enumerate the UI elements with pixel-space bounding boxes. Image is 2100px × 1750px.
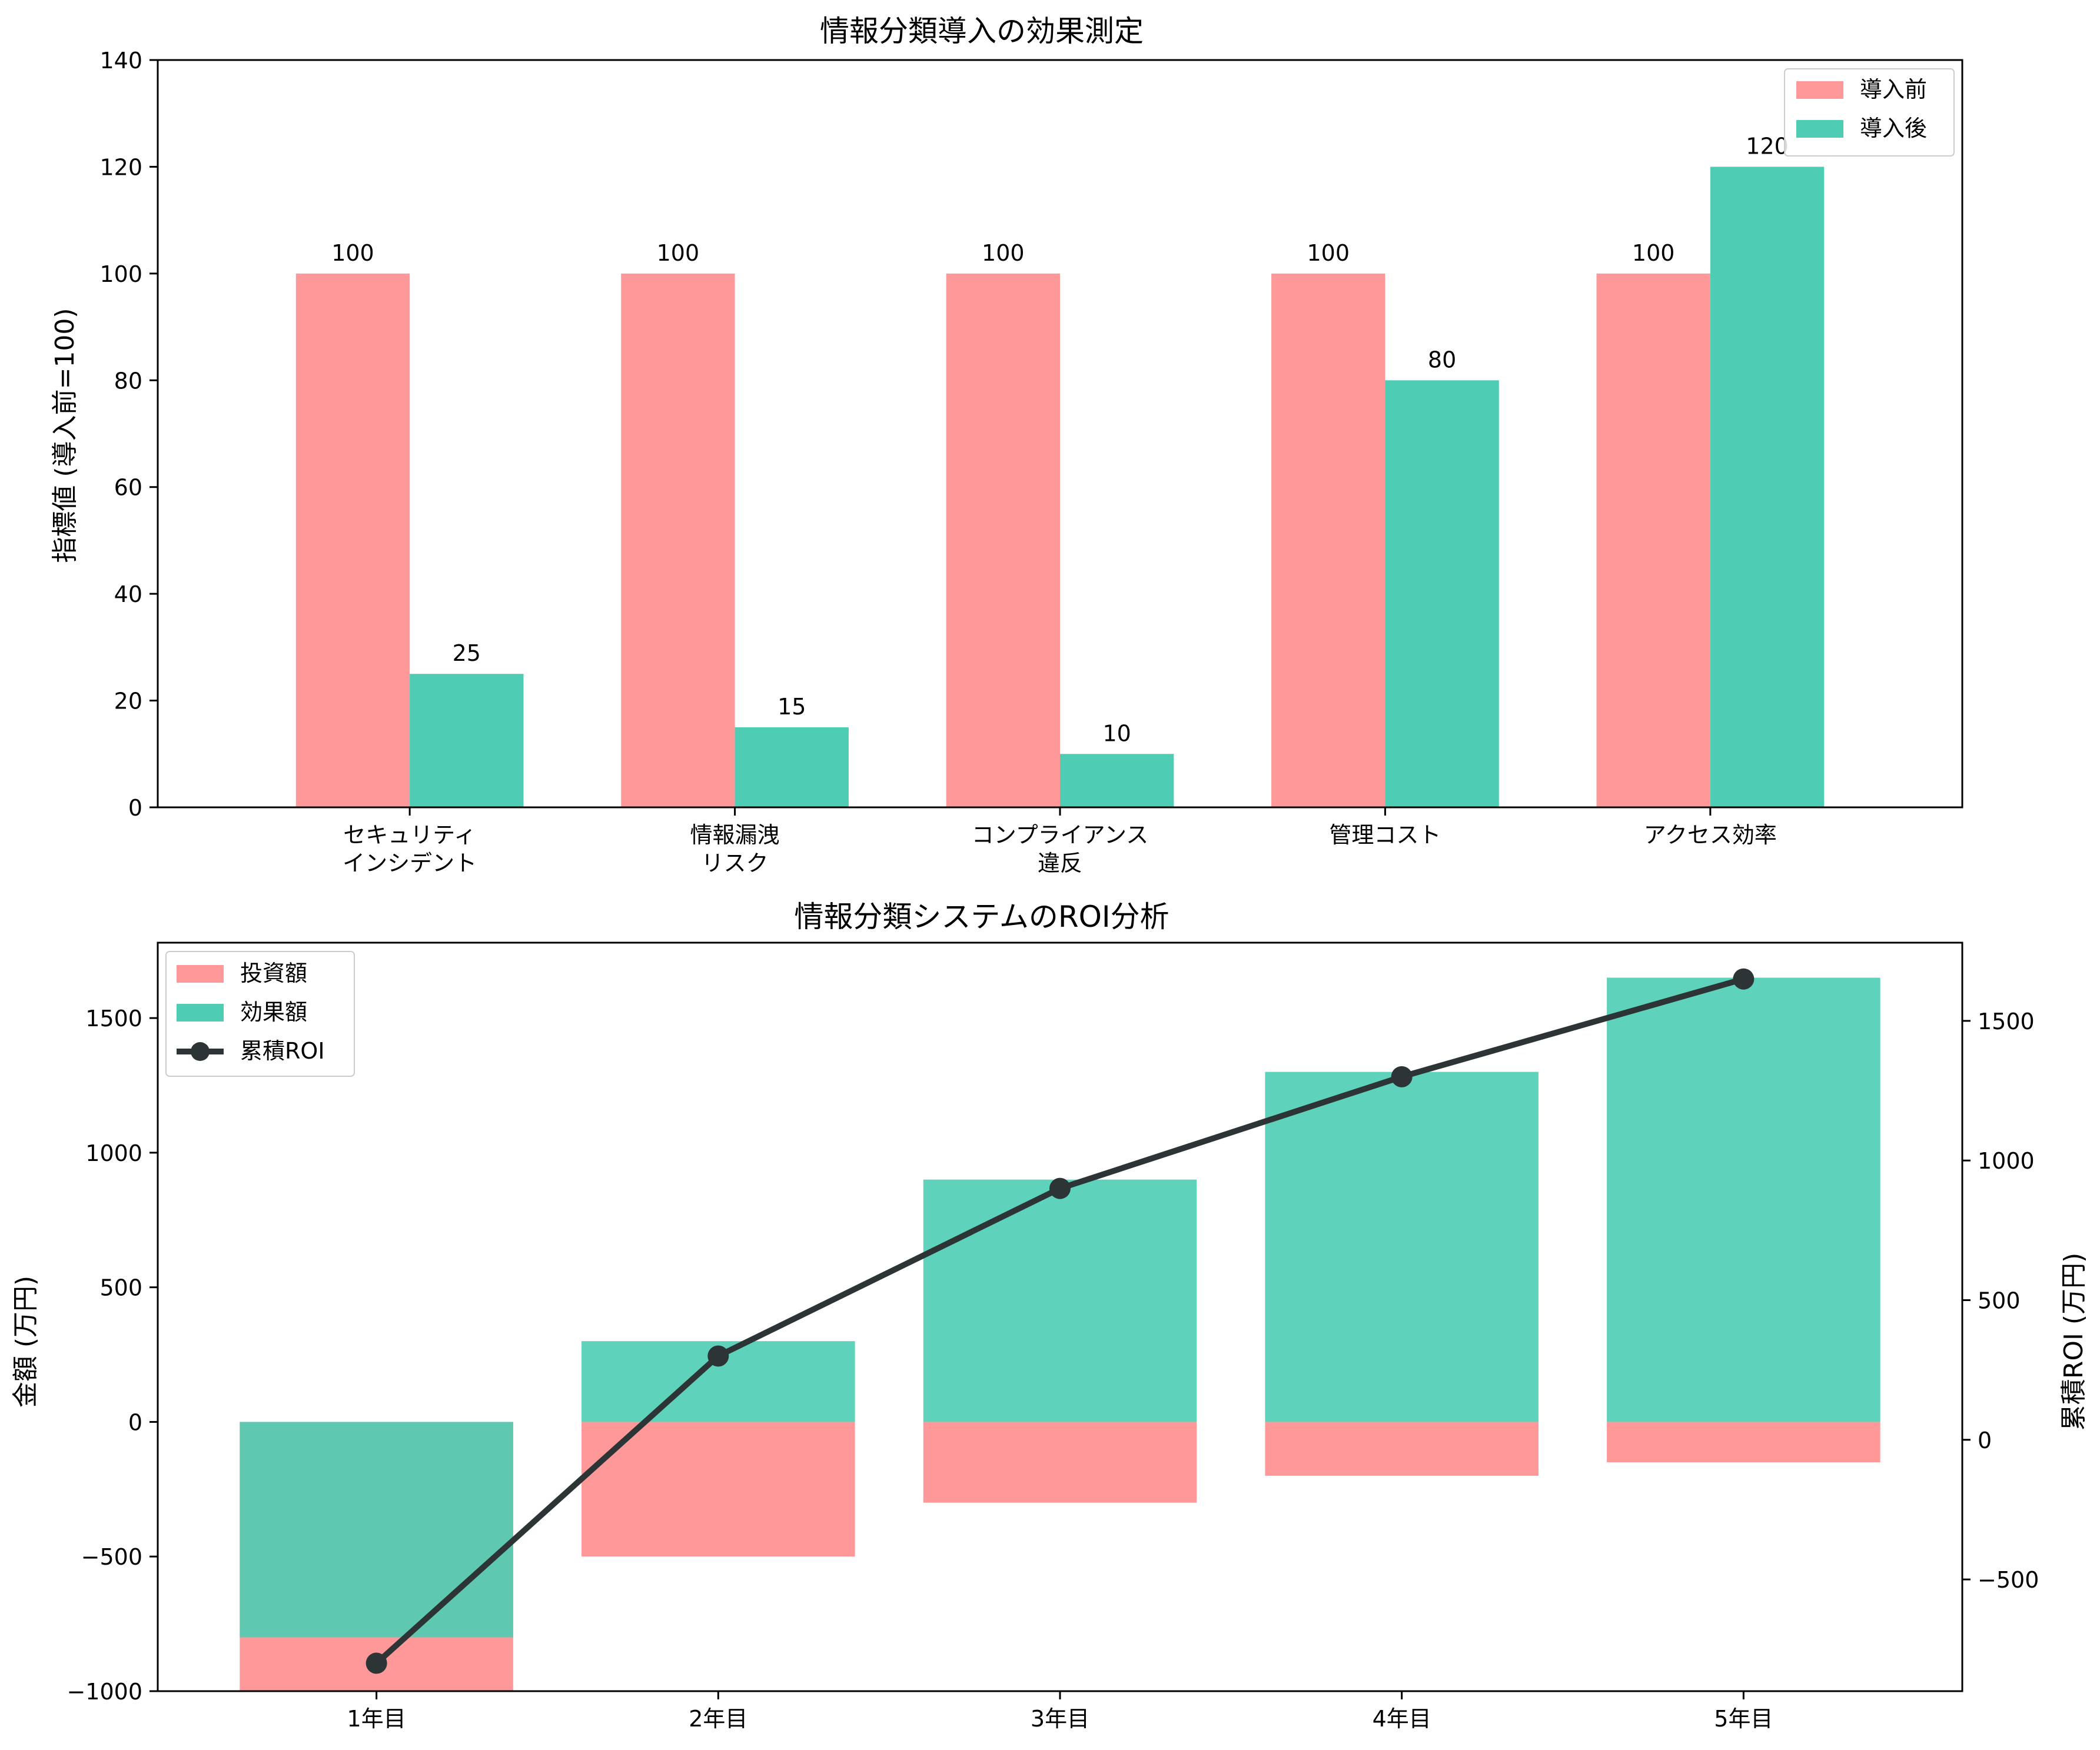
chart-roi-y2label: 累積ROI (万円): [2059, 1253, 2089, 1431]
legend-swatch: [1796, 120, 1843, 138]
legend-swatch: [1796, 81, 1843, 99]
y-tick-label: 80: [114, 368, 142, 394]
x-tick-label: 管理コスト: [1329, 822, 1441, 848]
y-tick-label: 40: [114, 581, 142, 607]
y-tick-label: 60: [114, 475, 142, 501]
data-label-after-4: 120: [1746, 133, 1789, 159]
y-tick-label: 1000: [85, 1140, 142, 1166]
y-tick-label: 1500: [85, 1006, 142, 1032]
x-tick-label: 4年目: [1373, 1706, 1431, 1732]
chart-effect-y-axis: 0 20 40 60 80 100 120 140: [99, 48, 158, 821]
chart-effect-frame: [157, 59, 1963, 809]
bar-investment-2: [923, 1422, 1197, 1503]
data-label-before-2: 100: [982, 240, 1025, 266]
data-label-after-0: 25: [453, 640, 481, 666]
legend-label: 効果額: [240, 999, 307, 1025]
bar-investment-1: [582, 1422, 855, 1557]
chart-roi-line: [365, 968, 1755, 1674]
data-label-before-4: 100: [1632, 240, 1675, 266]
legend-label: 累積ROI: [240, 1038, 325, 1064]
data-label-after-2: 10: [1102, 720, 1131, 746]
data-label-after-3: 80: [1428, 347, 1456, 372]
data-label-before-0: 100: [331, 240, 374, 266]
y-tick-label: 120: [99, 154, 142, 180]
y2-tick-label: 1500: [1978, 1009, 2035, 1034]
bar-after-0: [410, 674, 524, 807]
x-tick-label: セキュリティインシデント: [343, 822, 477, 876]
chart-roi-frame: [157, 941, 1963, 1692]
chart-effect-bars: [295, 167, 1825, 807]
bar-before-4: [1596, 273, 1710, 807]
y-tick-label: 0: [128, 1409, 142, 1435]
bar-before-1: [621, 273, 735, 807]
legend-marker: [191, 1042, 210, 1061]
y2-tick-label: 500: [1978, 1288, 2021, 1314]
legend-label: 導入後: [1860, 115, 1927, 141]
y-tick-label: 100: [99, 261, 142, 287]
x-tick-label: 3年目: [1031, 1706, 1089, 1732]
legend-swatch: [177, 1004, 224, 1022]
data-label-before-1: 100: [657, 240, 700, 266]
chart-effect: 情報分類導入の効果測定 指標値 (導入前=100) 100 100 100 100 10…: [50, 14, 1963, 876]
chart-effect-title: 情報分類導入の効果測定: [820, 14, 1144, 48]
chart-roi-title: 情報分類システムのROI分析: [794, 900, 1169, 934]
y-tick-label: 140: [99, 48, 142, 74]
chart-roi-bars: [240, 977, 1880, 1691]
chart-roi-x-axis: 1年目 2年目 3年目 4年目 5年目: [347, 1691, 1773, 1732]
bar-investment-4: [1607, 1422, 1880, 1463]
y-tick-label: 0: [128, 795, 142, 821]
x-tick-label: コンプライアンス違反: [972, 822, 1149, 876]
y2-tick-label: 1000: [1978, 1148, 2035, 1174]
bar-after-2: [1060, 754, 1174, 807]
chart-effect-x-axis: セキュリティインシデント 情報漏洩リスク コンプライアンス違反 管理コスト アクセス効率: [343, 807, 1777, 876]
roi-point-1: [707, 1345, 729, 1367]
chart-roi-ylabel: 金額 (万円): [11, 1276, 41, 1408]
x-tick-label: アクセス効率: [1644, 822, 1777, 848]
chart-roi-y2-axis: −500 0 500 1000 1500: [1962, 1009, 2039, 1593]
data-label-after-1: 15: [777, 694, 806, 720]
bar-benefit-3: [1265, 1072, 1539, 1422]
x-tick-label: 2年目: [689, 1706, 747, 1732]
x-tick-label: 5年目: [1714, 1706, 1773, 1732]
bar-after-4: [1710, 167, 1825, 807]
chart-roi: 情報分類システムのROI分析 金額 (万円) 累積ROI (万円) −1000−…: [11, 900, 2089, 1732]
legend-label: 投資額: [240, 960, 307, 986]
roi-point-0: [365, 1652, 387, 1674]
chart-effect-ylabel: 指標値 (導入前=100): [50, 308, 80, 563]
y-tick-label: 20: [114, 688, 142, 714]
roi-point-4: [1733, 968, 1755, 990]
data-label-before-3: 100: [1307, 240, 1350, 266]
y-tick-label: −1000: [67, 1679, 142, 1705]
y-tick-label: 500: [99, 1275, 142, 1301]
x-tick-label: 1年目: [347, 1706, 406, 1732]
bar-after-1: [735, 727, 849, 807]
y2-tick-label: −500: [1978, 1567, 2039, 1593]
bar-before-3: [1271, 273, 1385, 807]
roi-point-3: [1391, 1066, 1413, 1087]
y2-tick-label: 0: [1978, 1428, 1992, 1453]
bar-benefit-2: [923, 1179, 1197, 1422]
x-tick-label: 情報漏洩リスク: [690, 822, 780, 876]
bar-investment-3: [1265, 1422, 1539, 1476]
bar-after-3: [1385, 380, 1499, 807]
bar-benefit-4: [1607, 977, 1880, 1422]
chart-roi-y-axis: −1000 −500 0 500 1000 1500: [67, 1006, 158, 1705]
legend-label: 導入前: [1860, 76, 1927, 102]
bar-before-2: [946, 273, 1060, 807]
y-tick-label: −500: [81, 1544, 142, 1570]
bar-benefit-0: [240, 1422, 513, 1638]
chart-effect-data-labels: 100 100 100 100 100 25 15 10 80 120: [331, 133, 1789, 746]
roi-point-2: [1049, 1177, 1071, 1199]
legend-swatch: [177, 965, 224, 983]
bar-before-0: [295, 273, 410, 807]
